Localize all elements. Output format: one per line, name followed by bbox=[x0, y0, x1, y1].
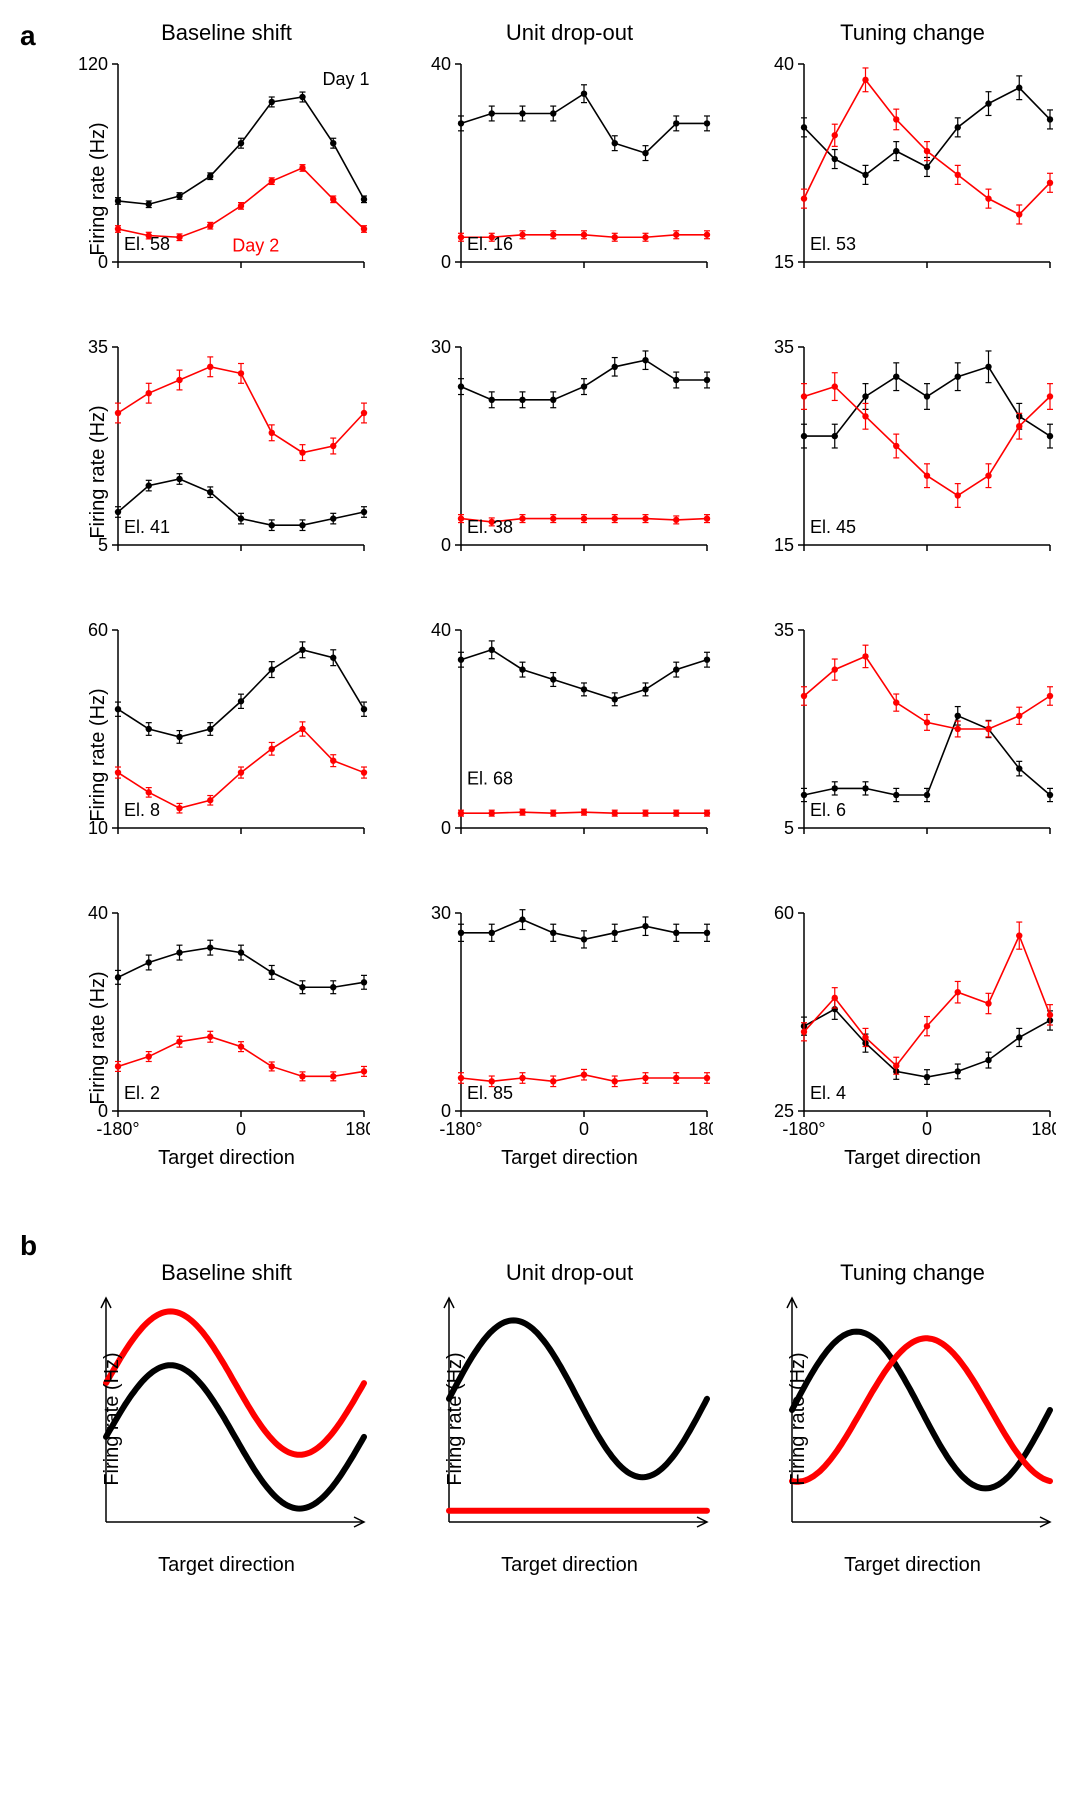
subplot-a-r3-c0: Firing rate (Hz)040-180°0180°El. 2Target… bbox=[70, 905, 383, 1170]
svg-text:5: 5 bbox=[784, 818, 794, 838]
subplot-b-2: Tuning change Firing rate (Hz) Target dire… bbox=[756, 1260, 1069, 1577]
y-axis-label: Firing rate (Hz) bbox=[101, 1352, 124, 1485]
x-axis-label: Target direction bbox=[756, 1554, 1069, 1577]
electrode-label: El. 8 bbox=[124, 800, 160, 820]
panel-b-title-1: Unit drop-out bbox=[413, 1260, 726, 1286]
subplot-a-r2-c2: 5 35 El. 6 bbox=[756, 622, 1069, 887]
x-axis-label: Target direction bbox=[756, 1147, 1069, 1170]
panel-b-title-2: Tuning change bbox=[756, 1260, 1069, 1286]
y-axis-label: Firing rate (Hz) bbox=[87, 122, 110, 255]
electrode-label: El. 16 bbox=[467, 234, 513, 254]
svg-text:15: 15 bbox=[774, 535, 794, 555]
svg-text:25: 25 bbox=[774, 1101, 794, 1121]
subplot-b-1: Unit drop-out Firing rate (Hz) Target dire… bbox=[413, 1260, 726, 1577]
column-title-2: Tuning change bbox=[756, 20, 1069, 46]
subplot-a-r1-c0: Firing rate (Hz)535El. 41 bbox=[70, 339, 383, 604]
day2-label: Day 2 bbox=[232, 236, 279, 256]
column-title-1: Unit drop-out bbox=[413, 20, 726, 46]
svg-text:0: 0 bbox=[441, 535, 451, 555]
svg-text:40: 40 bbox=[431, 622, 451, 640]
svg-text:0: 0 bbox=[441, 818, 451, 838]
y-axis-label: Firing rate (Hz) bbox=[87, 971, 110, 1104]
svg-text:30: 30 bbox=[431, 339, 451, 357]
electrode-label: El. 41 bbox=[124, 517, 170, 537]
panel-letter-b: b bbox=[20, 1230, 37, 1262]
electrode-label: El. 6 bbox=[810, 800, 846, 820]
svg-text:180°: 180° bbox=[1031, 1119, 1056, 1139]
svg-text:120: 120 bbox=[78, 56, 108, 74]
y-axis-label: Firing rate (Hz) bbox=[87, 405, 110, 538]
svg-text:-180°: -180° bbox=[782, 1119, 825, 1139]
electrode-label: El. 4 bbox=[810, 1083, 846, 1103]
electrode-label: El. 58 bbox=[124, 234, 170, 254]
svg-text:0: 0 bbox=[441, 1101, 451, 1121]
x-axis-label: Target direction bbox=[413, 1554, 726, 1577]
svg-text:-180°: -180° bbox=[439, 1119, 482, 1139]
y-axis-label: Firing rate (Hz) bbox=[444, 1352, 467, 1485]
svg-text:35: 35 bbox=[88, 339, 108, 357]
subplot-a-r3-c2: 25 60 -180° 0 180° El. 4 Target direction bbox=[756, 905, 1069, 1170]
svg-text:60: 60 bbox=[774, 905, 794, 923]
electrode-label: El. 85 bbox=[467, 1083, 513, 1103]
column-title-0: Baseline shift bbox=[70, 20, 383, 46]
y-axis-label: Firing rate (Hz) bbox=[87, 688, 110, 821]
subplot-b-0: Baseline shift Firing rate (Hz) Target dir… bbox=[70, 1260, 383, 1577]
svg-text:-180°: -180° bbox=[96, 1119, 139, 1139]
electrode-label: El. 45 bbox=[810, 517, 856, 537]
svg-text:35: 35 bbox=[774, 622, 794, 640]
subplot-a-r2-c1: 0 40 El. 68 bbox=[413, 622, 726, 887]
svg-text:15: 15 bbox=[774, 252, 794, 272]
panel-b-title-0: Baseline shift bbox=[70, 1260, 383, 1286]
electrode-label: El. 2 bbox=[124, 1083, 160, 1103]
svg-text:40: 40 bbox=[431, 56, 451, 74]
svg-text:30: 30 bbox=[431, 905, 451, 923]
electrode-label: El. 68 bbox=[467, 768, 513, 788]
svg-text:60: 60 bbox=[88, 622, 108, 640]
subplot-a-r0-c2: 15 40 El. 53 bbox=[756, 56, 1069, 321]
subplot-a-r1-c2: 15 35 El. 45 bbox=[756, 339, 1069, 604]
x-axis-label: Target direction bbox=[70, 1554, 383, 1577]
svg-text:0: 0 bbox=[441, 252, 451, 272]
svg-text:0: 0 bbox=[922, 1119, 932, 1139]
svg-text:180°: 180° bbox=[688, 1119, 713, 1139]
x-axis-label: Target direction bbox=[413, 1147, 726, 1170]
electrode-label: El. 38 bbox=[467, 517, 513, 537]
svg-text:40: 40 bbox=[88, 905, 108, 923]
panel-letter-a: a bbox=[20, 20, 36, 52]
svg-text:0: 0 bbox=[236, 1119, 246, 1139]
y-axis-label: Firing rate (Hz) bbox=[787, 1352, 810, 1485]
subplot-a-r0-c0: Firing rate (Hz)0120El. 58Day 1Day 2 bbox=[70, 56, 383, 321]
svg-text:40: 40 bbox=[774, 56, 794, 74]
electrode-label: El. 53 bbox=[810, 234, 856, 254]
svg-text:35: 35 bbox=[774, 339, 794, 357]
subplot-a-r3-c1: 030-180°0180°El. 85Target direction bbox=[413, 905, 726, 1170]
svg-text:180°: 180° bbox=[345, 1119, 370, 1139]
x-axis-label: Target direction bbox=[70, 1147, 383, 1170]
svg-text:0: 0 bbox=[579, 1119, 589, 1139]
day1-label: Day 1 bbox=[323, 69, 370, 89]
subplot-a-r0-c1: 0 40 El. 16 bbox=[413, 56, 726, 321]
subplot-a-r1-c1: 0 30 El. 38 bbox=[413, 339, 726, 604]
subplot-a-r2-c0: Firing rate (Hz)1060El. 8 bbox=[70, 622, 383, 887]
